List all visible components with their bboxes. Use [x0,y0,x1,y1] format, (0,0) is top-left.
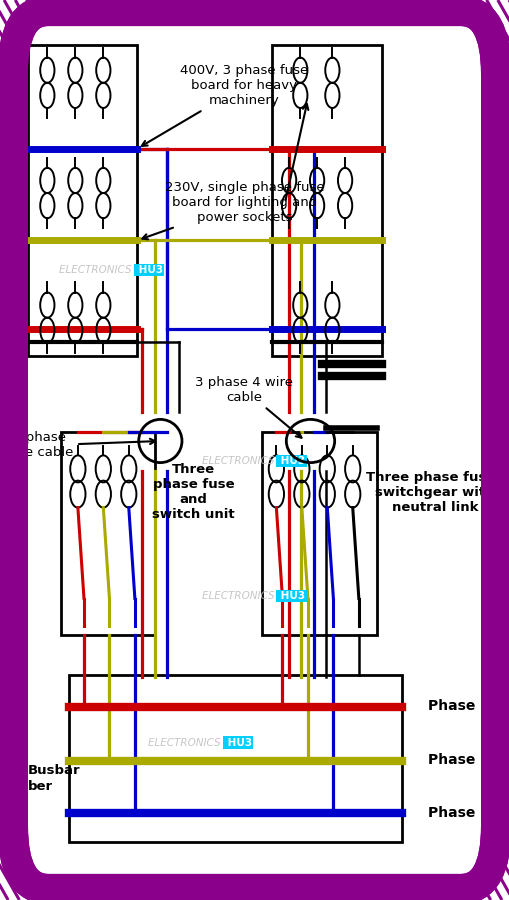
Text: 3 phase
wire cable: 3 phase wire cable [5,431,155,460]
Text: Phase 1: Phase 1 [428,699,490,714]
Text: ELECTRONICS: ELECTRONICS [59,265,135,275]
Bar [262,432,377,634]
Text: 400V, 3 phase fuse
board for heavy
machinery: 400V, 3 phase fuse board for heavy machi… [142,64,308,146]
Bar [69,675,402,842]
Text: Busbar
ber: Busbar ber [28,764,80,793]
Text: HU3: HU3 [277,455,305,466]
Text: HU3: HU3 [135,265,163,275]
Text: 3 phase 4 wire
cable: 3 phase 4 wire cable [195,375,301,437]
Text: 230V, single phase fuse
board for lighting and
power sockets: 230V, single phase fuse board for lighti… [142,181,324,239]
Text: HU3: HU3 [277,590,305,601]
Bar [28,45,137,356]
Bar [272,45,382,356]
Text: ELECTRONICS: ELECTRONICS [202,455,277,466]
Text: Phase 2: Phase 2 [428,753,490,768]
Text: ELECTRONICS: ELECTRONICS [148,737,224,748]
Bar [61,432,155,634]
Text: Phase 3: Phase 3 [428,806,490,820]
Text: Three
phase fuse
and
switch unit: Three phase fuse and switch unit [152,464,235,521]
Text: Three phase fused
switchgear with
neutral link: Three phase fused switchgear with neutra… [366,471,504,514]
FancyBboxPatch shape [13,11,496,889]
FancyBboxPatch shape [20,16,489,884]
Text: HU3: HU3 [224,737,252,748]
Text: ELECTRONICS: ELECTRONICS [202,590,277,601]
